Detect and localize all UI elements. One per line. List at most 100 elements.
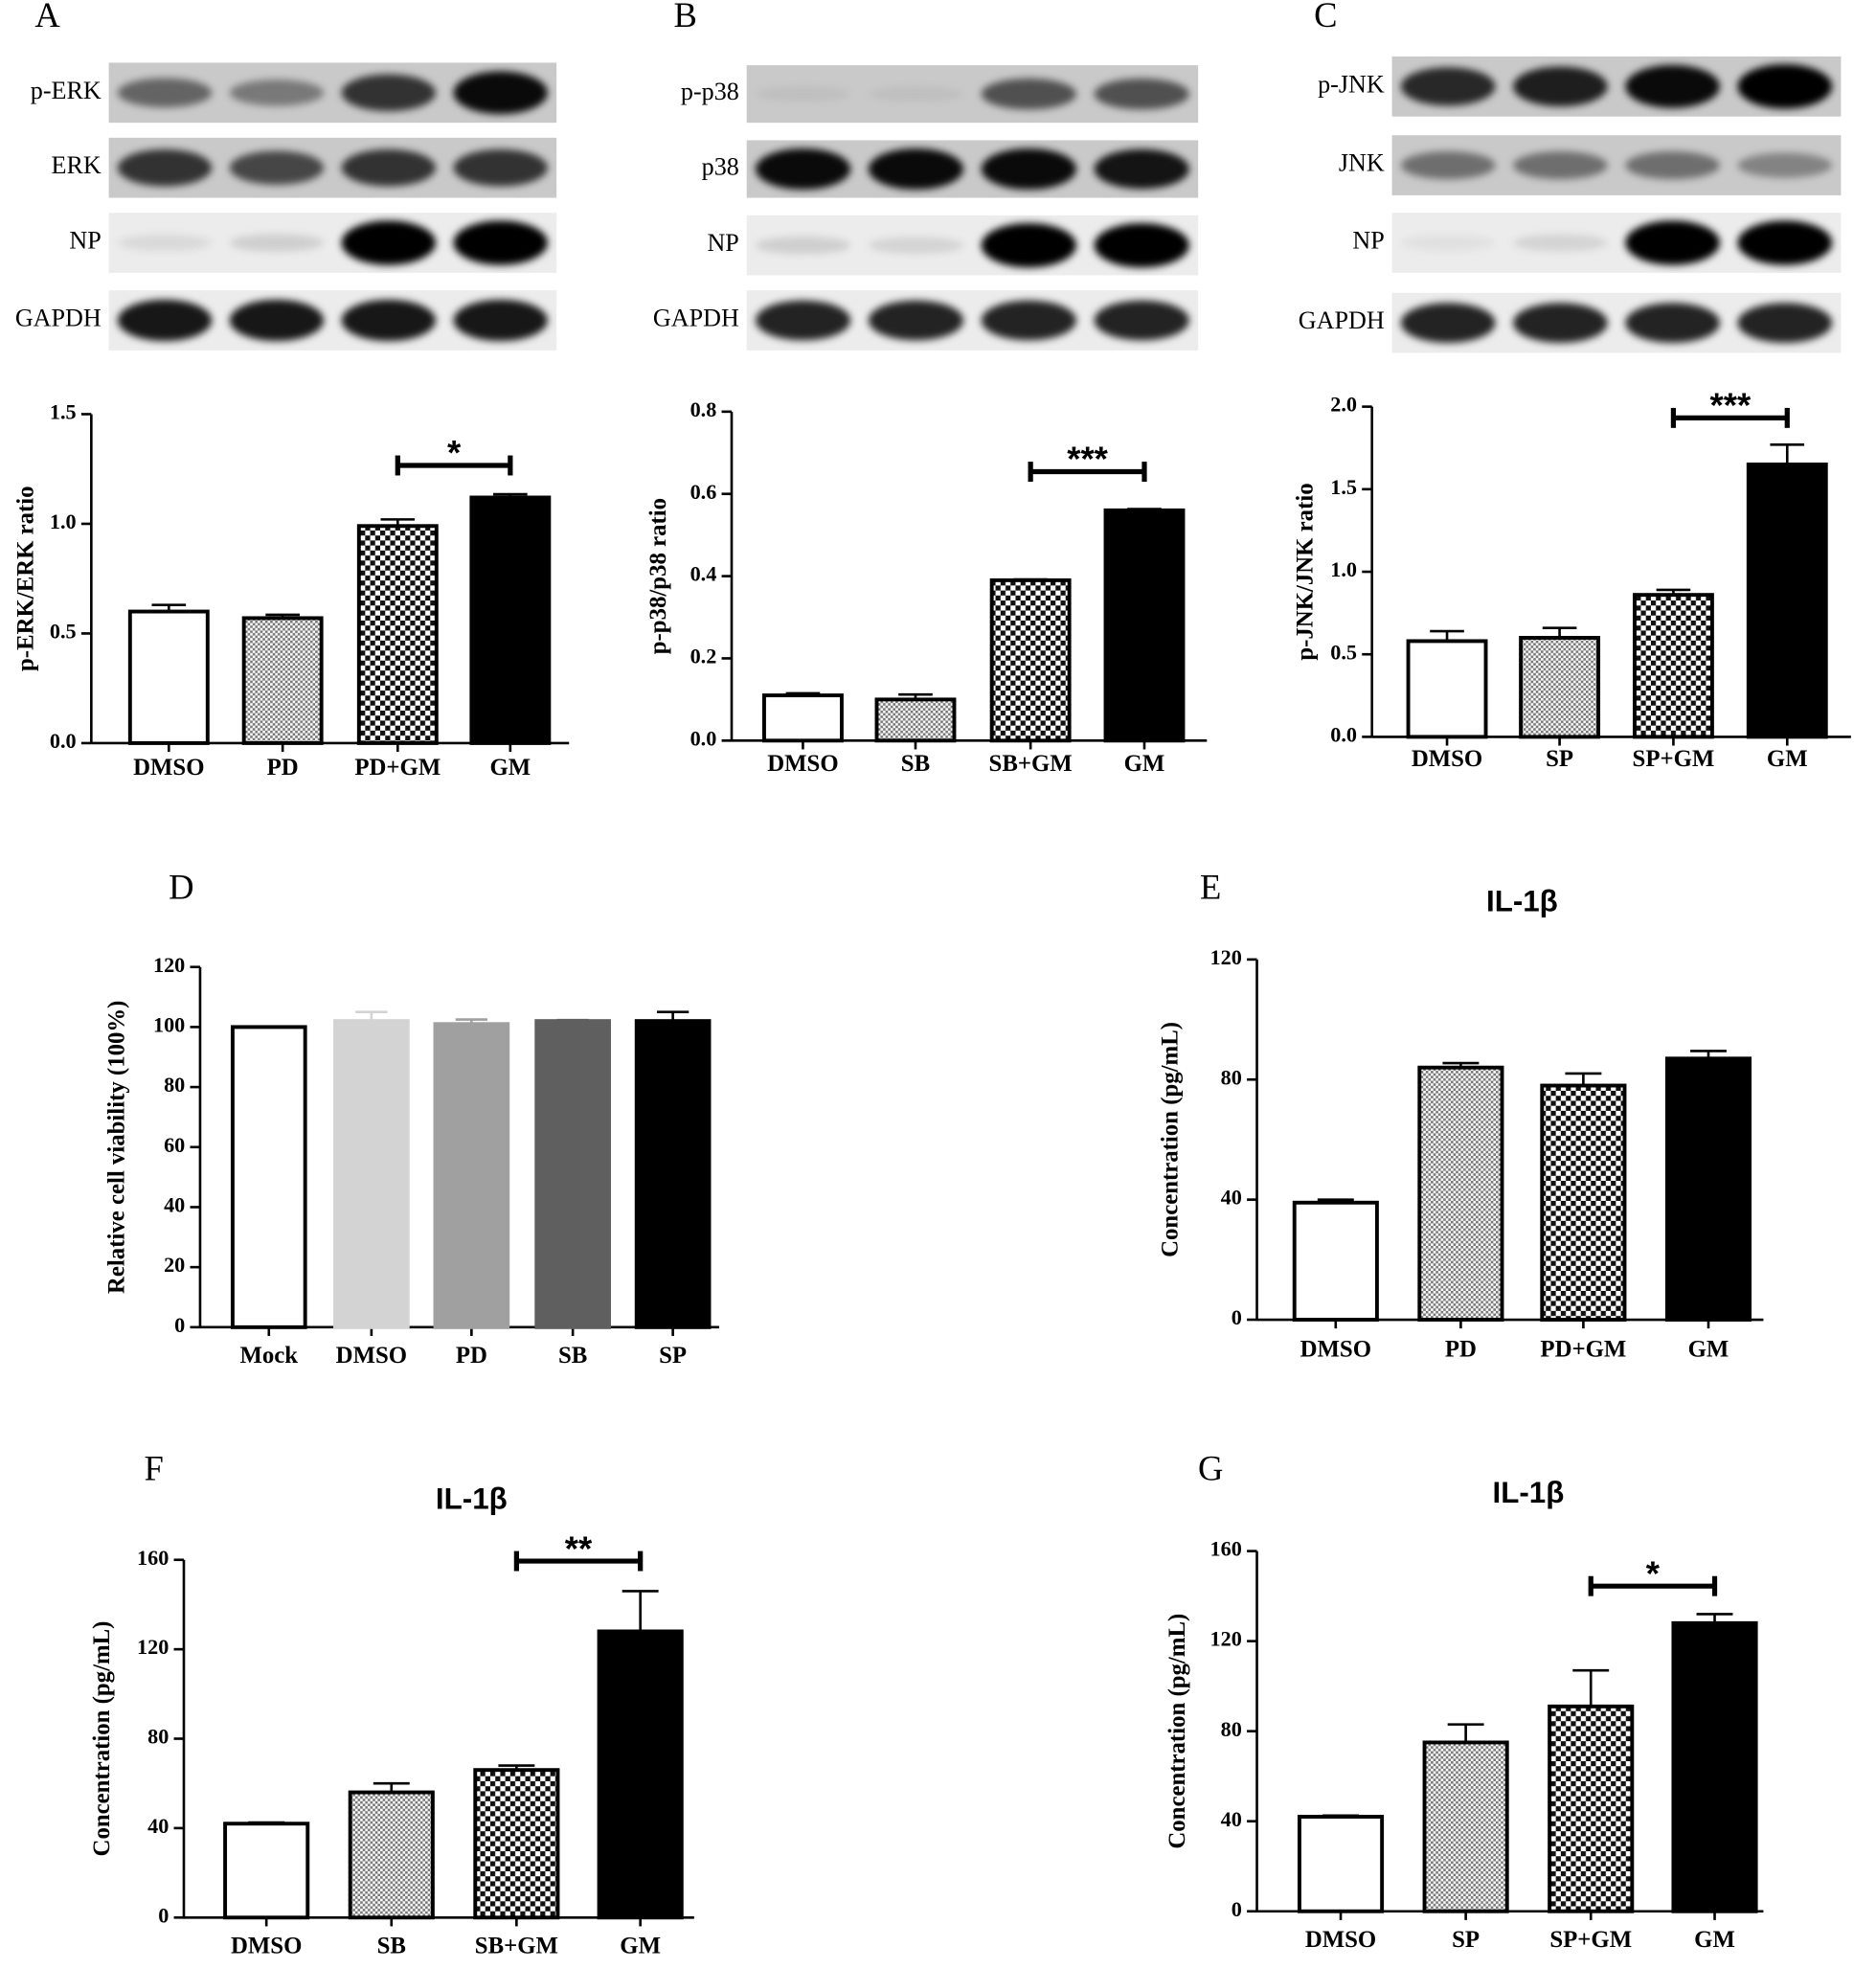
bar xyxy=(1548,1704,1635,1913)
bar xyxy=(469,495,552,745)
blot-band xyxy=(117,78,213,108)
y-tick-label: 1.5 xyxy=(1330,475,1357,499)
x-tick-label: SB+GM xyxy=(475,1933,558,1958)
blot-band xyxy=(1737,64,1833,109)
blot-band xyxy=(341,74,437,112)
x-tick-label: SB xyxy=(901,751,930,777)
x-tick-label: DMSO xyxy=(1300,1336,1371,1362)
blot-band xyxy=(229,150,325,185)
blot-band xyxy=(1400,150,1496,180)
blot-band xyxy=(453,220,548,265)
bar xyxy=(874,697,957,743)
bar xyxy=(1297,1815,1385,1913)
blot-band xyxy=(1094,300,1189,341)
y-tick-label: 120 xyxy=(1210,1627,1242,1651)
x-tick-label: SP xyxy=(1546,746,1573,772)
significance-label: * xyxy=(447,433,462,472)
y-tick-label: 60 xyxy=(164,1133,185,1157)
bar xyxy=(1746,463,1828,739)
blot-band xyxy=(1625,64,1720,108)
x-tick-label: SB xyxy=(377,1933,406,1958)
y-tick-label: 0 xyxy=(174,1313,185,1337)
y-tick-label: 0 xyxy=(158,1903,169,1927)
y-tick-label: 0.0 xyxy=(690,726,717,750)
blot-band xyxy=(1400,67,1496,106)
y-tick-label: 120 xyxy=(1210,945,1242,969)
blot-band xyxy=(117,299,213,342)
blot-band xyxy=(1513,303,1608,343)
blot-band xyxy=(453,148,548,187)
y-tick-label: 0.0 xyxy=(50,729,77,753)
x-tick-label: DMSO xyxy=(767,751,838,777)
y-tick-label: 120 xyxy=(137,1635,169,1659)
x-tick-label: DMSO xyxy=(1412,746,1482,772)
x-tick-label: SP xyxy=(659,1343,687,1369)
blot-band xyxy=(117,148,213,187)
blot-band xyxy=(1625,220,1720,265)
blot-band xyxy=(755,148,851,190)
y-tick-label: 0.6 xyxy=(690,480,717,504)
y-tick-label: 80 xyxy=(164,1073,185,1097)
panel-label: A xyxy=(34,0,60,34)
panel-label: D xyxy=(169,867,193,906)
x-tick-label: GM xyxy=(1767,746,1808,772)
blot-label: JNK xyxy=(1339,149,1385,177)
x-tick-label: SP+GM xyxy=(1633,746,1715,772)
panel-label: C xyxy=(1314,0,1337,34)
blot-band xyxy=(1513,150,1608,180)
x-tick-label: GM xyxy=(1124,751,1165,777)
blot-band xyxy=(453,299,548,342)
blot-band xyxy=(1737,152,1833,178)
y-tick-label: 120 xyxy=(153,953,185,977)
bar xyxy=(534,1019,611,1329)
blot-label: GAPDH xyxy=(653,305,739,332)
blot-band xyxy=(1513,234,1608,252)
blot-band xyxy=(981,300,1076,341)
blot-label: GAPDH xyxy=(15,305,102,332)
x-tick-label: SP xyxy=(1452,1927,1480,1953)
x-tick-label: SP+GM xyxy=(1549,1927,1632,1953)
y-tick-label: 0.5 xyxy=(1330,640,1357,664)
y-tick-label: 160 xyxy=(1210,1537,1242,1561)
y-axis-label: Concentration (pg/mL) xyxy=(1157,1022,1183,1257)
x-tick-label: PD+GM xyxy=(1540,1336,1626,1362)
bar xyxy=(356,524,439,745)
blot-label: p-JNK xyxy=(1318,70,1385,98)
x-tick-label: GM xyxy=(620,1933,661,1958)
chart-title: IL-1β xyxy=(1493,1476,1565,1509)
blot-band xyxy=(755,86,851,102)
x-tick-label: PD+GM xyxy=(354,755,441,781)
blot-band xyxy=(1513,66,1608,107)
y-tick-label: 1.0 xyxy=(1330,557,1357,581)
x-tick-label: DMSO xyxy=(231,1933,302,1958)
blot-label: NP xyxy=(69,227,101,255)
blot-band xyxy=(229,299,325,342)
y-tick-label: 2.0 xyxy=(1330,393,1357,417)
y-tick-label: 1.5 xyxy=(50,400,77,424)
bar xyxy=(223,1822,310,1920)
x-tick-label: SB xyxy=(558,1343,587,1369)
blot-band xyxy=(1625,303,1720,343)
bar xyxy=(1632,593,1714,739)
blot-band xyxy=(229,234,325,252)
bar xyxy=(433,1022,510,1329)
blot-band xyxy=(1737,303,1833,343)
significance-label: * xyxy=(1646,1553,1661,1593)
x-tick-label: GM xyxy=(1694,1927,1735,1953)
bar xyxy=(762,693,844,743)
x-tick-label: SB+GM xyxy=(989,751,1073,777)
bar xyxy=(1664,1056,1752,1322)
y-tick-label: 20 xyxy=(164,1253,185,1277)
bar xyxy=(1417,1065,1504,1322)
bar xyxy=(1406,639,1488,739)
bar xyxy=(230,1025,307,1329)
blot-band xyxy=(229,79,325,106)
bar xyxy=(634,1019,712,1329)
blot-label: NP xyxy=(707,229,738,257)
blot-band xyxy=(1094,222,1189,268)
panel-label: E xyxy=(1200,867,1221,906)
bar xyxy=(989,577,1072,743)
blot-band xyxy=(117,234,213,252)
blot-band xyxy=(868,148,964,190)
